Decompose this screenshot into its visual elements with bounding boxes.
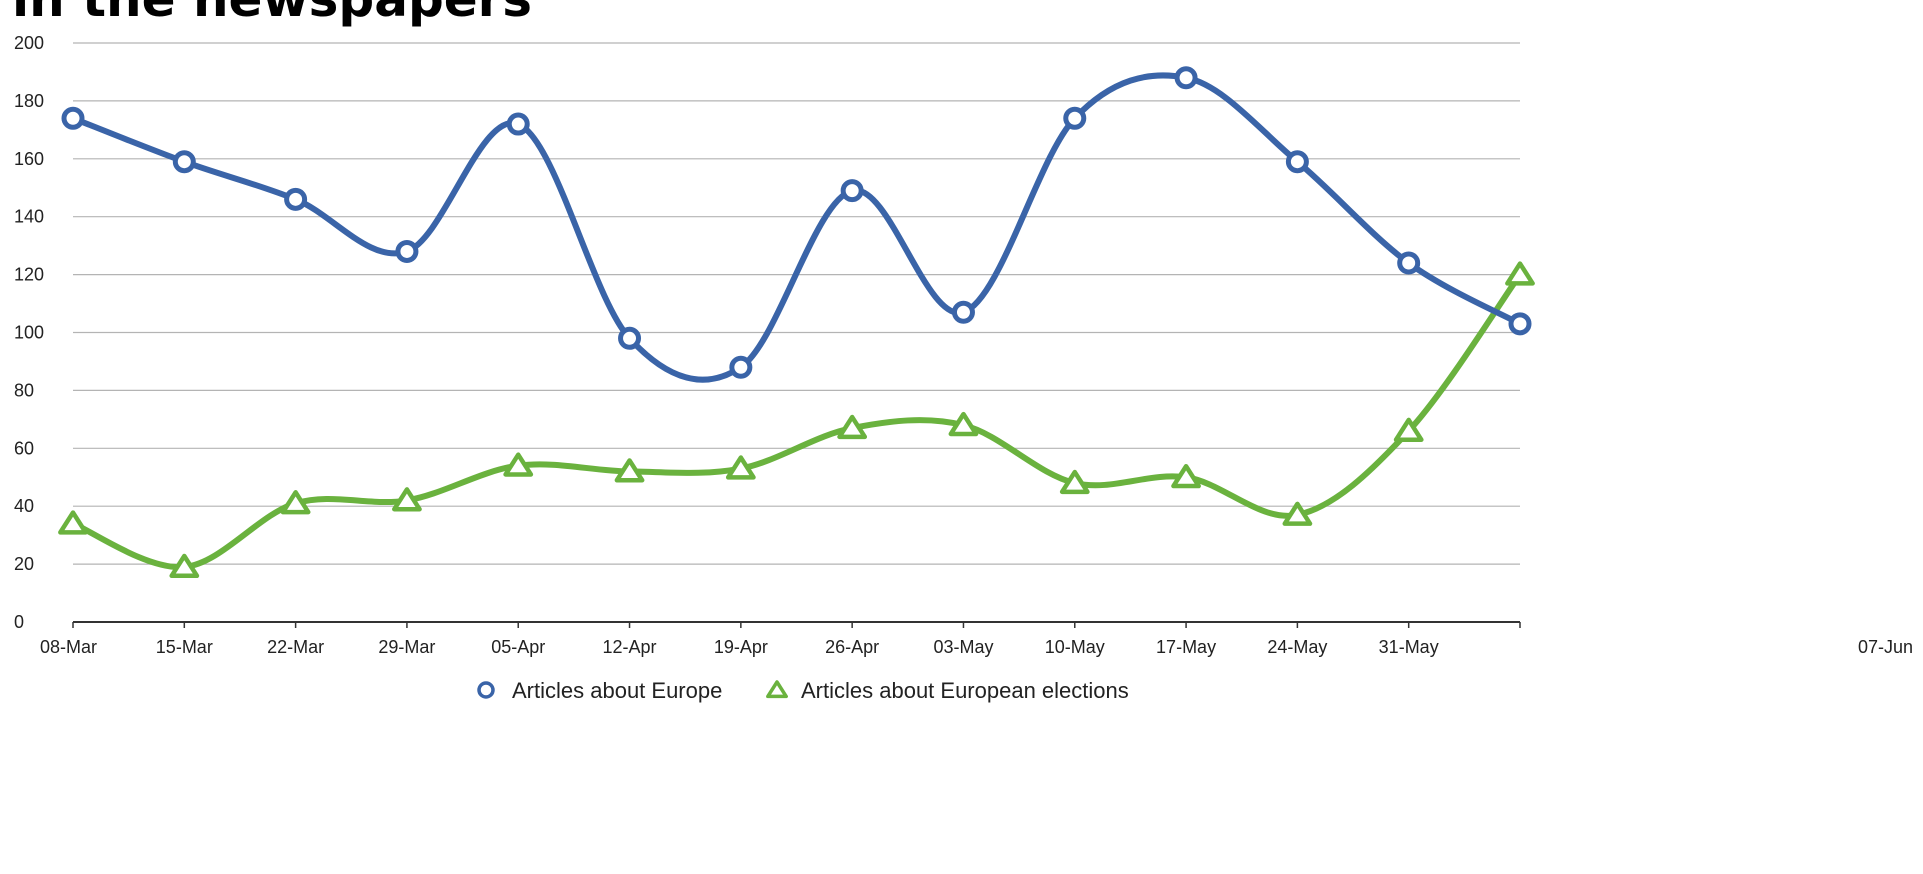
data-point <box>1059 469 1090 495</box>
data-point <box>1508 312 1532 336</box>
x-tick-label: 26-Apr <box>825 637 879 657</box>
y-tick-label: 200 <box>14 33 44 53</box>
y-tick-label: 40 <box>14 496 34 516</box>
x-tick-label: 22-Mar <box>267 637 324 657</box>
data-point <box>729 355 753 379</box>
legend-marker <box>766 680 788 699</box>
series-line <box>70 72 1523 383</box>
data-point <box>392 487 422 512</box>
data-point <box>1063 106 1087 130</box>
data-point <box>395 239 419 263</box>
data-point <box>1505 261 1535 286</box>
y-axis-ticks: 0 20 40 60 80 100 120 140 160 180 200 <box>14 33 44 632</box>
data-point <box>284 187 308 211</box>
data-point <box>725 455 756 480</box>
data-point <box>837 414 868 440</box>
x-tick-label: 07-Jun <box>1858 637 1913 657</box>
legend-label: Articles about European elections <box>801 678 1129 703</box>
data-point <box>61 106 85 130</box>
x-tick-label: 24-May <box>1267 637 1327 657</box>
series-lines <box>58 66 1535 579</box>
data-point <box>951 300 975 324</box>
data-point <box>1282 501 1313 526</box>
x-tick-label: 05-Apr <box>491 637 545 657</box>
data-point <box>1174 66 1198 90</box>
y-tick-label: 0 <box>14 612 24 632</box>
y-tick-label: 140 <box>14 207 44 227</box>
legend: Articles about Europe Articles about Euro… <box>477 678 1129 703</box>
y-tick-label: 180 <box>14 91 44 111</box>
x-tick-label: 31-May <box>1379 637 1439 657</box>
data-point <box>503 452 534 477</box>
x-tick-label: 19-Apr <box>714 637 768 657</box>
data-point <box>1171 464 1201 489</box>
legend-label: Articles about Europe <box>512 678 722 703</box>
data-point <box>1397 251 1421 275</box>
data-point <box>280 490 311 515</box>
data-point <box>58 510 88 535</box>
x-tick-label: 03-May <box>933 637 993 657</box>
x-axis-ticks: 08-Mar 15-Mar 22-Mar 29-Mar 05-Apr 12-Apr 19-A… <box>40 622 1913 657</box>
y-tick-label: 80 <box>14 380 34 400</box>
data-point <box>169 553 200 579</box>
data-point <box>1285 150 1309 174</box>
x-tick-label: 15-Mar <box>156 637 213 657</box>
data-point <box>1393 417 1424 442</box>
data-point <box>614 458 645 483</box>
x-tick-label: 10-May <box>1045 637 1105 657</box>
data-point <box>506 112 530 136</box>
chart-title: in the newspapers <box>12 0 532 28</box>
y-tick-label: 160 <box>14 149 44 169</box>
data-point <box>172 150 196 174</box>
legend-marker <box>477 681 495 699</box>
y-tick-label: 100 <box>14 323 44 343</box>
x-tick-label: 08-Mar <box>40 637 97 657</box>
x-tick-label: 12-Apr <box>603 637 657 657</box>
y-tick-label: 60 <box>14 438 34 458</box>
data-point <box>948 411 979 437</box>
gridlines <box>73 42 1520 565</box>
x-tick-label: 29-Mar <box>378 637 435 657</box>
data-point <box>840 179 864 203</box>
y-tick-label: 20 <box>14 554 34 574</box>
data-point <box>618 326 642 350</box>
y-tick-label: 120 <box>14 265 44 285</box>
x-tick-label: 17-May <box>1156 637 1216 657</box>
